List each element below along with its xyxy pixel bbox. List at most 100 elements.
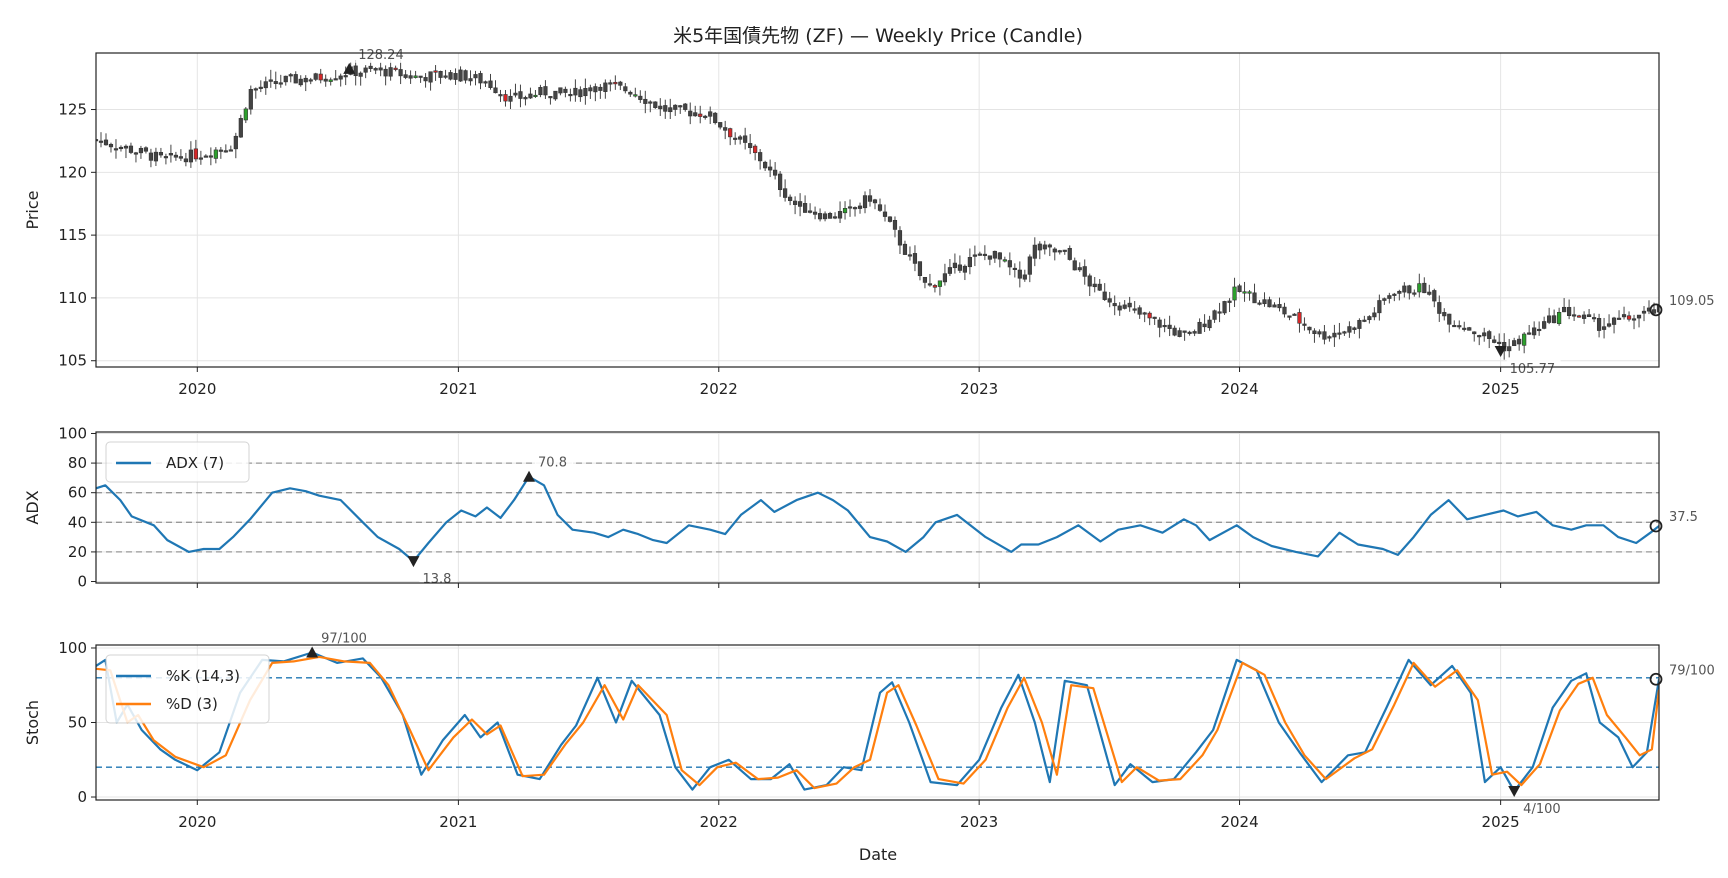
candle-body xyxy=(408,75,413,79)
candle-body xyxy=(418,75,423,78)
candle-body xyxy=(1337,332,1342,335)
candle-body xyxy=(788,196,793,201)
candle-body xyxy=(138,147,144,154)
candle-body xyxy=(98,140,104,143)
candle-body xyxy=(1042,244,1047,250)
legend-label: %D (3) xyxy=(166,695,218,713)
candle-body xyxy=(663,105,668,112)
candle-body xyxy=(258,86,263,89)
candle-body xyxy=(1002,259,1007,262)
candle-body xyxy=(433,70,438,73)
candle-body xyxy=(598,86,603,91)
candle-body xyxy=(488,80,493,88)
candle-body xyxy=(558,87,563,94)
candle-body xyxy=(338,75,343,80)
candle-body xyxy=(1641,310,1647,314)
y-tick-label: 50 xyxy=(68,714,87,732)
x-tick-label: 2021 xyxy=(439,380,477,398)
candle-body xyxy=(288,74,293,77)
candle-body xyxy=(1631,318,1637,321)
candle-body xyxy=(303,77,308,83)
candle-body xyxy=(1227,300,1232,303)
candle-body xyxy=(1547,315,1552,323)
candle-body xyxy=(1367,316,1372,321)
max-annotation: 70.8 xyxy=(538,456,567,471)
candle-body xyxy=(128,145,134,153)
candle-body xyxy=(1407,285,1412,294)
max-marker xyxy=(343,62,356,74)
candle-body xyxy=(123,145,129,149)
candle-body xyxy=(228,149,233,152)
panel-1: 128.24 105.77 109.05 105 110 115 120 125 2020 202… xyxy=(23,45,1715,398)
candle-body xyxy=(1302,323,1307,326)
candle-body xyxy=(972,254,977,257)
candle-body xyxy=(912,253,918,264)
candle-body xyxy=(1307,326,1312,331)
min-marker xyxy=(407,556,420,568)
candle-body xyxy=(957,264,962,271)
candle-body xyxy=(648,101,653,104)
candle-body xyxy=(1277,304,1282,309)
candle-body xyxy=(982,253,987,256)
candle-body xyxy=(822,213,828,220)
candle-body xyxy=(403,74,408,78)
candle-body xyxy=(1132,308,1137,311)
candle-body xyxy=(1222,301,1227,314)
candle-body xyxy=(1347,326,1352,333)
candle-body xyxy=(453,73,458,80)
annotation-bg xyxy=(535,453,574,471)
candle-body xyxy=(528,93,533,99)
candle-body xyxy=(987,255,992,260)
candle-body xyxy=(1062,249,1067,252)
candle-body xyxy=(478,73,483,84)
candle-body xyxy=(298,78,303,86)
candle-body xyxy=(603,82,608,92)
candle-body xyxy=(283,75,288,83)
y-tick-label: 0 xyxy=(77,788,87,806)
candle-body xyxy=(1047,244,1052,248)
candle-body xyxy=(718,122,723,128)
max-annotation: 97/100 xyxy=(321,631,367,646)
candle-body xyxy=(463,70,468,81)
candle-body xyxy=(1616,317,1622,320)
candle-body xyxy=(1217,311,1222,314)
candle-body xyxy=(308,79,313,82)
candle-body xyxy=(1352,327,1357,330)
candle-body xyxy=(148,152,154,161)
candle-body xyxy=(548,96,553,99)
x-tick-label: 2022 xyxy=(700,813,738,831)
candle-body xyxy=(1202,323,1207,328)
candle-body xyxy=(1636,314,1642,319)
candle-body xyxy=(1567,307,1572,316)
candle-body xyxy=(423,77,428,82)
series-line-1 xyxy=(96,475,1659,563)
candle-body xyxy=(143,147,149,152)
candle-body xyxy=(268,79,273,82)
candle-body xyxy=(1537,328,1542,332)
candle-body xyxy=(1532,327,1537,336)
candle-body xyxy=(613,81,618,85)
candle-body xyxy=(1112,303,1117,307)
candle-body xyxy=(1177,330,1182,337)
candle-body xyxy=(1372,312,1377,318)
min-marker xyxy=(1508,786,1521,798)
candle-body xyxy=(1282,306,1287,315)
y-axis-label: Price xyxy=(23,190,42,229)
candle-body xyxy=(243,108,248,121)
y-axis-label: ADX xyxy=(23,490,42,524)
candle-body xyxy=(852,207,858,210)
candle-body xyxy=(793,200,798,205)
candle-body xyxy=(1542,321,1547,329)
candle-body xyxy=(108,143,114,148)
min-annotation: 4/100 xyxy=(1523,802,1560,817)
candle-body xyxy=(932,285,938,288)
candle-body xyxy=(1027,256,1032,275)
candle-body xyxy=(1432,290,1437,302)
candle-body xyxy=(783,188,788,198)
candle-body xyxy=(1142,312,1147,315)
candle-body xyxy=(388,67,393,77)
candle-body xyxy=(758,152,763,162)
candle-body xyxy=(1586,314,1592,318)
candle-body xyxy=(947,267,953,274)
candle-body xyxy=(568,94,573,97)
